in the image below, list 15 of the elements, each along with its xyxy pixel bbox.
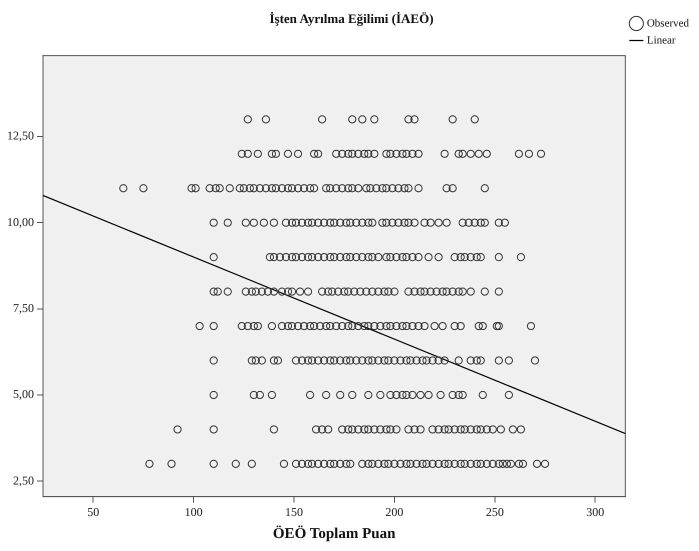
y-tick-label: 5,00 — [13, 387, 34, 402]
x-tick-label: 150 — [285, 504, 304, 519]
x-tick-label: 300 — [586, 504, 604, 519]
y-tick-label: 7,50 — [13, 300, 34, 315]
x-tick-label: 50 — [87, 504, 100, 519]
y-tick-label: 10,00 — [7, 214, 34, 229]
x-tick-label: 100 — [184, 504, 203, 519]
y-tick-label: 2,50 — [13, 473, 34, 488]
x-tick-label: 200 — [385, 504, 404, 519]
y-tick-label: 12,50 — [7, 128, 34, 143]
x-axis-title: ÖEÖ Toplam Puan — [272, 524, 396, 542]
chart-title: İşten Ayrılma Eğilimi (İAEÖ) — [269, 11, 434, 26]
x-tick-label: 250 — [486, 504, 504, 519]
legend-label: Observed — [646, 17, 690, 30]
legend-label: Linear — [646, 34, 676, 46]
